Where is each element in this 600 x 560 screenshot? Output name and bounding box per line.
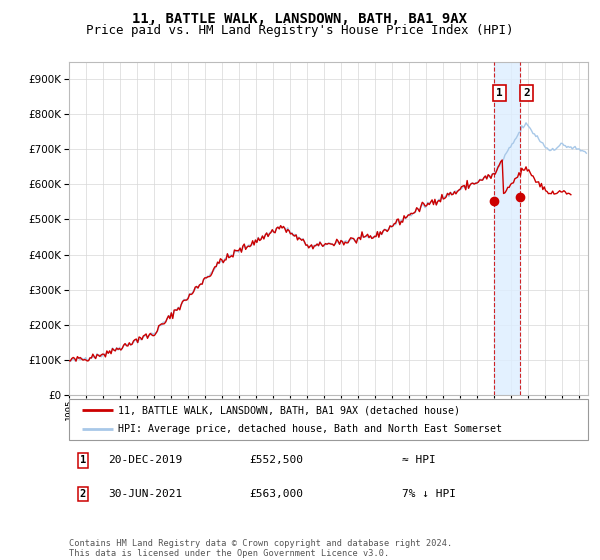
Bar — [494, 62, 520, 395]
Text: 7% ↓ HPI: 7% ↓ HPI — [402, 489, 456, 499]
Text: Contains HM Land Registry data © Crown copyright and database right 2024.
This d: Contains HM Land Registry data © Crown c… — [69, 539, 452, 558]
FancyBboxPatch shape — [69, 399, 588, 440]
Text: £552,500: £552,500 — [249, 455, 303, 465]
Text: Price paid vs. HM Land Registry's House Price Index (HPI): Price paid vs. HM Land Registry's House … — [86, 24, 514, 37]
Text: ≈ HPI: ≈ HPI — [402, 455, 436, 465]
Text: £563,000: £563,000 — [249, 489, 303, 499]
Text: 11, BATTLE WALK, LANSDOWN, BATH, BA1 9AX (detached house): 11, BATTLE WALK, LANSDOWN, BATH, BA1 9AX… — [118, 405, 460, 415]
Text: 1: 1 — [496, 88, 503, 98]
Text: HPI: Average price, detached house, Bath and North East Somerset: HPI: Average price, detached house, Bath… — [118, 424, 502, 433]
Text: 2: 2 — [80, 489, 86, 499]
Text: 30-JUN-2021: 30-JUN-2021 — [108, 489, 182, 499]
Text: 1: 1 — [80, 455, 86, 465]
Text: 20-DEC-2019: 20-DEC-2019 — [108, 455, 182, 465]
Text: 11, BATTLE WALK, LANSDOWN, BATH, BA1 9AX: 11, BATTLE WALK, LANSDOWN, BATH, BA1 9AX — [133, 12, 467, 26]
Text: 2: 2 — [523, 88, 530, 98]
